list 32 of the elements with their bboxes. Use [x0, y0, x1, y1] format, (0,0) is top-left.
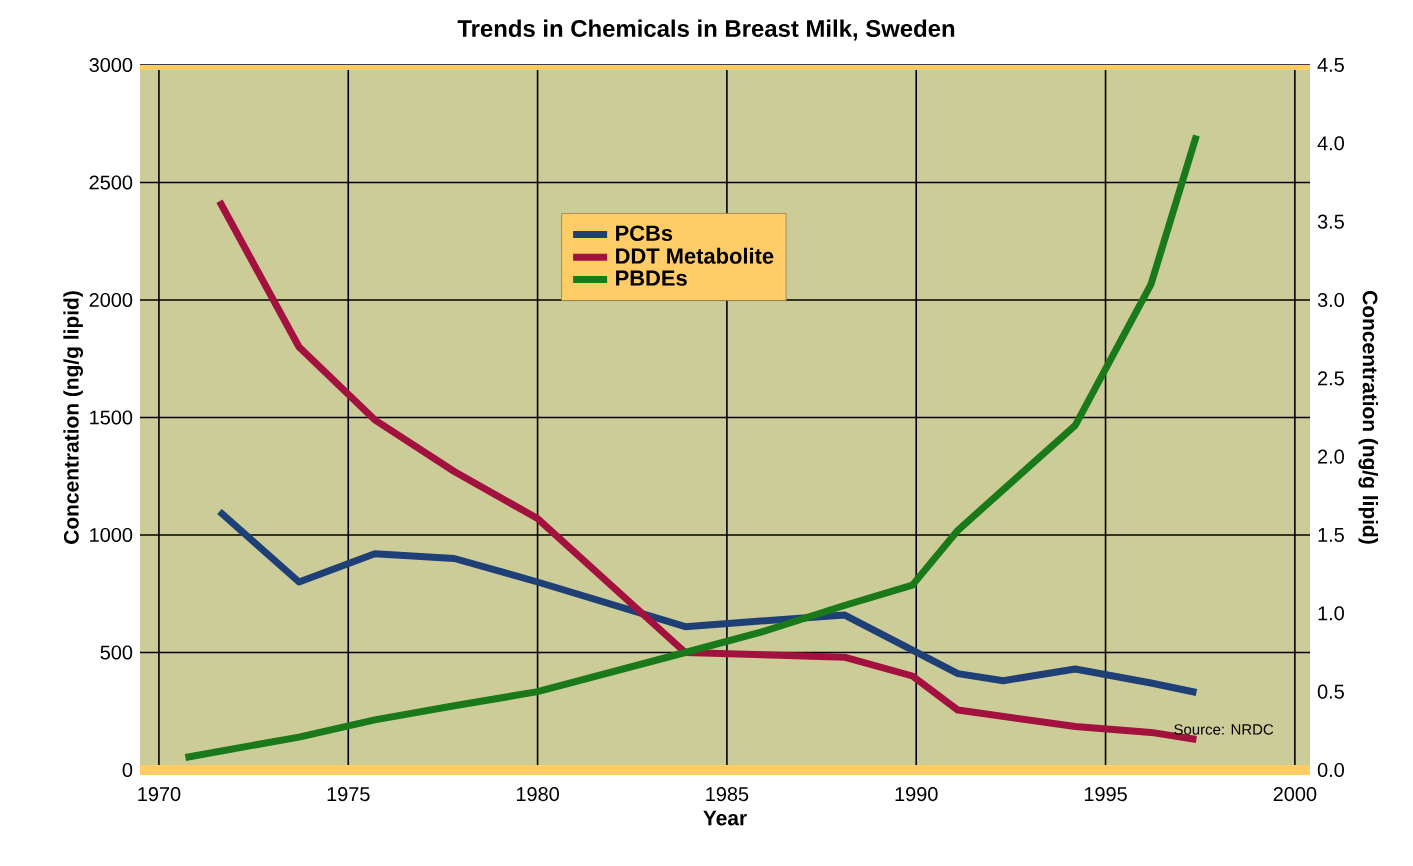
x-tick-label: 1970 — [138, 787, 181, 802]
x-tick-label: 1995 — [1084, 787, 1127, 802]
chart-title: Trends in Chemicals in Breast Milk, Sweden — [457, 19, 955, 41]
y2-tick-label: 3.0 — [1317, 292, 1344, 308]
y2-tick-label: 1.0 — [1318, 606, 1344, 621]
x-axis-title: Year — [703, 810, 747, 826]
x-tick-label: 1985 — [706, 787, 749, 802]
y-tick-label: 0 — [122, 762, 133, 778]
legend-label: DDT Metabolite — [616, 247, 774, 264]
y2-tick-label: 2.0 — [1318, 449, 1344, 464]
y-tick-label: 2500 — [89, 175, 133, 190]
y-tick-label: 2000 — [89, 292, 133, 308]
y2-tick-label: 0.5 — [1317, 684, 1344, 699]
y2-tick-label: 4.0 — [1317, 136, 1344, 151]
x-tick-label: 1990 — [895, 787, 938, 802]
y2-tick-label: 1.5 — [1318, 528, 1344, 542]
y2-tick-label: 2.5 — [1318, 371, 1344, 386]
y2-tick-label: 4.5 — [1317, 58, 1344, 72]
y-tick-label: 500 — [100, 645, 133, 660]
x-tick-label: 2000 — [1273, 787, 1317, 802]
y-tick-label: 3000 — [89, 57, 133, 73]
y-axis-title: Concentration (ng/g lipid) — [63, 291, 83, 544]
annotation: Source: NRDC — [1174, 724, 1274, 735]
legend-label: PCBs — [616, 225, 673, 241]
y2-axis-title: Concentration (ng/g lipid) — [1358, 291, 1379, 544]
y2-tick-label: 3.5 — [1317, 214, 1344, 229]
legend-label: PBDEs — [616, 270, 687, 286]
y2-tick-label: 0.0 — [1317, 762, 1344, 778]
y-tick-label: 1500 — [90, 410, 133, 425]
x-tick-label: 1980 — [516, 787, 559, 802]
x-tick-label: 1975 — [327, 787, 370, 802]
y-tick-label: 1000 — [90, 527, 133, 543]
